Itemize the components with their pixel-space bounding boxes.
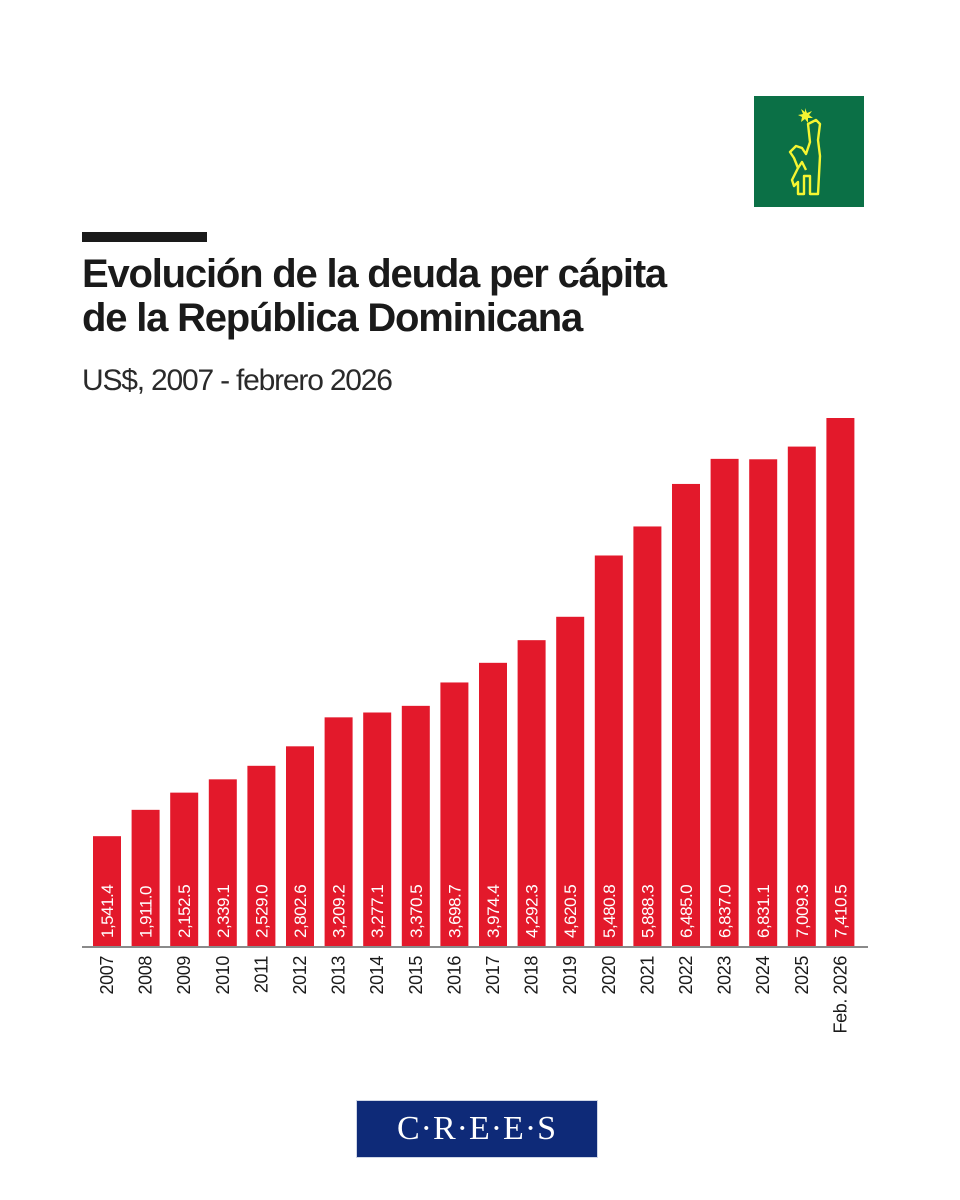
value-labels-group: 1,541.4 1,911.0 2,152.5 2,339.1 2,529.0 2,802…: [98, 885, 850, 938]
x-tick-label: 2022: [676, 956, 696, 995]
bar-2023: [710, 458, 739, 946]
bar-2011: [247, 765, 276, 946]
bar-2021: [633, 526, 662, 946]
x-tick-label: 2013: [329, 956, 349, 995]
value-label: 3,209.2: [330, 885, 349, 938]
value-label: 6,837.0: [716, 885, 735, 938]
bar-2018: [517, 640, 546, 946]
x-tick-label: 2019: [560, 956, 580, 995]
value-label: 6,485.0: [677, 885, 696, 938]
value-label: 3,974.4: [484, 885, 503, 938]
x-tick-label: 2016: [444, 956, 464, 995]
x-tick-label: 2018: [522, 956, 542, 995]
value-label: 1,911.0: [137, 886, 156, 938]
title-line-1: Evolución de la deuda per cápita: [82, 252, 667, 296]
value-label: 4,292.3: [523, 885, 542, 938]
bar-2022: [672, 483, 700, 946]
value-label: 7,009.3: [793, 885, 812, 938]
bar-feb-2026: [826, 418, 855, 946]
bar-2010: [208, 779, 237, 946]
x-tick-label: 2021: [637, 956, 657, 995]
value-label: 1,541.4: [98, 885, 117, 938]
x-tick-label: 2012: [290, 956, 310, 995]
bar-2016: [440, 682, 469, 946]
title-rule: [82, 232, 207, 242]
value-label: 2,529.0: [252, 885, 271, 938]
bar-2007: [93, 836, 121, 946]
bar-2009: [170, 792, 199, 946]
x-tick-label: 2024: [753, 956, 773, 995]
crees-logo: C·R·E·E·S: [356, 1100, 598, 1158]
bar-2019: [556, 616, 585, 946]
value-label: 2,802.6: [291, 885, 310, 938]
x-tick-label: 2008: [136, 956, 156, 995]
x-tick-label: 2020: [599, 956, 619, 995]
value-label: 4,620.5: [561, 885, 580, 938]
bar-2014: [363, 712, 392, 946]
bar-2012: [286, 746, 314, 946]
x-tick-label: 2011: [251, 956, 271, 993]
x-tick-label: 2015: [406, 956, 426, 995]
value-label: 6,831.1: [754, 885, 773, 938]
value-label: 3,698.7: [445, 885, 464, 938]
bar-2008: [131, 809, 160, 946]
value-label: 3,277.1: [368, 885, 387, 938]
x-tick-labels-group: 2007 2008 2009 2010 2011 2012 2013 2014 2015 2016…: [97, 956, 850, 1034]
value-label: 5,888.3: [638, 885, 657, 938]
x-tick-label: 2007: [97, 956, 117, 995]
bar-2024: [749, 459, 778, 946]
bar-2013: [324, 717, 353, 946]
bar-2017: [479, 662, 507, 946]
title-line-2: de la República Dominicana: [82, 296, 583, 340]
x-tick-label: 2025: [792, 956, 812, 995]
value-label: 2,152.5: [175, 885, 194, 938]
bar-2015: [401, 705, 430, 946]
x-tick-label: 2009: [174, 956, 194, 995]
x-tick-label: 2010: [213, 956, 233, 995]
statue-figure-icon: [754, 96, 864, 207]
chart-title: Evolución de la deuda per cápita de la R…: [82, 252, 882, 340]
crees-logo-text: C·R·E·E·S: [396, 1110, 558, 1147]
bar-2025: [787, 446, 816, 946]
value-label: 7,410.5: [831, 885, 850, 938]
top-logo: [754, 96, 864, 207]
value-label: 5,480.8: [600, 885, 619, 938]
x-tick-label: 2014: [367, 956, 387, 995]
value-label: 2,339.1: [214, 885, 233, 938]
value-label: 3,370.5: [407, 885, 426, 938]
x-tick-label: Feb. 2026: [830, 956, 850, 1034]
x-tick-label: 2023: [715, 956, 735, 995]
chart-subtitle: US$, 2007 - febrero 2026: [82, 364, 393, 397]
bars-group: [93, 418, 855, 946]
x-tick-label: 2017: [483, 956, 503, 995]
bar-2020: [594, 555, 623, 946]
